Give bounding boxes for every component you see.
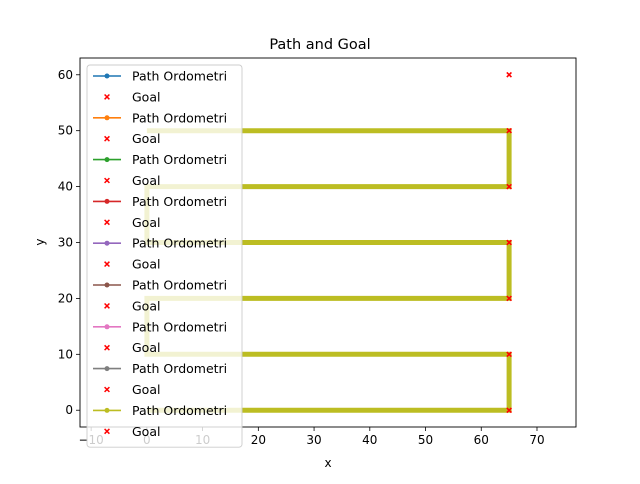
- y-tick-label: 60: [58, 68, 73, 82]
- legend-label: Path Ordometri: [132, 110, 227, 125]
- legend-entry: Goal: [104, 424, 160, 439]
- plot-frame: [79, 57, 577, 428]
- goal-marker: [506, 127, 512, 134]
- legend-marker-swatch: [104, 115, 110, 121]
- goal-marker: [506, 71, 512, 78]
- legend-x-swatch: [104, 302, 110, 309]
- x-axis-label: x: [324, 456, 331, 470]
- x-tick-label: 20: [251, 433, 266, 447]
- legend-x-swatch: [104, 135, 110, 142]
- chart-title: Path and Goal: [269, 37, 370, 53]
- legend-entry: Goal: [104, 382, 160, 397]
- legend-entry: Path Ordometri: [93, 69, 227, 84]
- legend-marker-swatch: [104, 198, 110, 204]
- goal-marker: [506, 407, 512, 414]
- legend-box: [86, 64, 243, 448]
- path-series-line: [144, 128, 512, 413]
- x-tick-label: 30: [306, 433, 321, 447]
- legend-label: Path Ordometri: [132, 236, 227, 251]
- legend-x-swatch: [104, 344, 110, 351]
- legend-label: Goal: [132, 173, 160, 188]
- legend-label: Path Ordometri: [132, 319, 227, 334]
- legend-x-swatch: [104, 428, 110, 435]
- legend-entry: Path Ordometri: [93, 319, 227, 334]
- legend-marker-swatch: [104, 324, 110, 330]
- legend-entry: Goal: [104, 89, 160, 104]
- x-tick-label: 60: [474, 433, 489, 447]
- legend-x-swatch: [104, 177, 110, 184]
- legend-label: Goal: [132, 298, 160, 313]
- goal-marker: [506, 295, 512, 302]
- legend-label: Goal: [132, 89, 160, 104]
- legend-label: Goal: [132, 131, 160, 146]
- legend-entry: Path Ordometri: [93, 194, 227, 209]
- legend-entry: Path Ordometri: [93, 152, 227, 167]
- y-tick-label: 20: [58, 291, 73, 305]
- legend-entry: Path Ordometri: [93, 403, 227, 418]
- x-tick-label: 50: [418, 433, 433, 447]
- goal-marker: [506, 351, 512, 358]
- goal-marker: [506, 183, 512, 190]
- legend-label: Path Ordometri: [132, 361, 227, 376]
- legend-marker-swatch: [104, 157, 110, 163]
- legend: Path Ordometri Goal Path Ordometri Goal Path…: [86, 64, 243, 448]
- legend-x-swatch: [104, 93, 110, 100]
- x-tick-label: 70: [529, 433, 544, 447]
- legend-entry: Goal: [104, 173, 160, 188]
- legend-entry: Path Ordometri: [93, 361, 227, 376]
- legend-marker-swatch: [104, 282, 110, 288]
- legend-entry: Goal: [104, 340, 160, 355]
- legend-x-swatch: [104, 386, 110, 393]
- legend-label: Path Ordometri: [132, 69, 227, 84]
- legend-marker-swatch: [104, 407, 110, 413]
- legend-label: Path Ordometri: [132, 403, 227, 418]
- legend-label: Path Ordometri: [132, 278, 227, 293]
- legend-entry: Goal: [104, 298, 160, 313]
- x-tick-label: 40: [362, 433, 377, 447]
- legend-entry: Goal: [104, 215, 160, 230]
- legend-label: Goal: [132, 215, 160, 230]
- legend-entry: Path Ordometri: [93, 278, 227, 293]
- plot-area: [144, 71, 512, 414]
- y-tick-label: 10: [58, 347, 73, 361]
- legend-entry: Goal: [104, 131, 160, 146]
- legend-x-swatch: [104, 261, 110, 268]
- legend-entry: Path Ordometri: [93, 236, 227, 251]
- legend-marker-swatch: [104, 366, 110, 372]
- y-axis-label: y: [33, 238, 47, 245]
- y-tick-label: 30: [58, 236, 73, 250]
- legend-label: Path Ordometri: [132, 194, 227, 209]
- legend-entry: Goal: [104, 257, 160, 272]
- goal-marker: [506, 239, 512, 246]
- legend-marker-swatch: [104, 240, 110, 246]
- legend-label: Goal: [132, 382, 160, 397]
- legend-label: Goal: [132, 257, 160, 272]
- legend-label: Path Ordometri: [132, 152, 227, 167]
- y-tick-label: 50: [58, 124, 73, 138]
- legend-label: Goal: [132, 340, 160, 355]
- legend-entry: Path Ordometri: [93, 110, 227, 125]
- legend-label: Goal: [132, 424, 160, 439]
- y-tick-label: 40: [58, 180, 73, 194]
- legend-marker-swatch: [104, 73, 110, 79]
- legend-x-swatch: [104, 219, 110, 226]
- y-tick-label: 0: [65, 403, 73, 417]
